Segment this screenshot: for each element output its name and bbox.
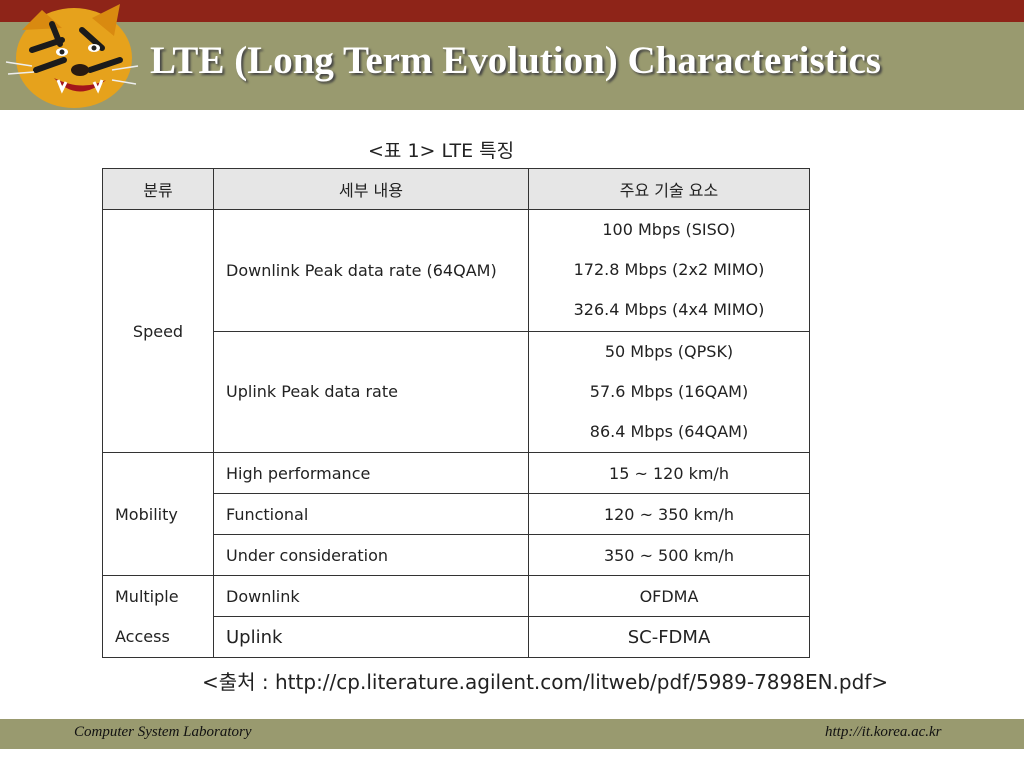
category-line: Multiple: [115, 586, 179, 606]
uplink-rates-cell: 50 Mbps (QPSK) 57.6 Mbps (16QAM) 86.4 Mb…: [528, 330, 810, 453]
table-row: Uplink SC-FDMA: [103, 616, 810, 658]
rate-value: 100 Mbps (SISO): [602, 220, 736, 240]
table-row: Multiple Access Downlink OFDMA: [102, 575, 810, 658]
detail-cell: Downlink: [213, 575, 529, 617]
category-speed: Speed: [102, 209, 214, 453]
footer-url: http://it.korea.ac.kr: [825, 724, 942, 740]
title-band: [0, 22, 1024, 110]
detail-cell: Under consideration: [213, 534, 529, 576]
category-line: Access: [115, 626, 170, 646]
rate-value: 172.8 Mbps (2x2 MIMO): [573, 260, 765, 280]
tiger-logo-icon: [5, 4, 139, 108]
footer-band: [0, 719, 1024, 749]
header-technology: 주요 기술 요소: [528, 168, 810, 210]
rate-value: 57.6 Mbps (16QAM): [589, 381, 749, 401]
table-row: Mobility High performance 15 ~ 120 km/h: [102, 452, 810, 576]
rate-value: 50 Mbps (QPSK): [604, 341, 734, 361]
downlink-rates-cell: 100 Mbps (SISO) 172.8 Mbps (2x2 MIMO) 32…: [528, 209, 810, 332]
value-cell: 350 ~ 500 km/h: [528, 534, 810, 576]
rate-value: 86.4 Mbps (64QAM): [589, 421, 749, 441]
value-cell: 15 ~ 120 km/h: [528, 452, 810, 494]
category-multiple-access: Multiple Access: [102, 575, 214, 658]
category-mobility: Mobility: [102, 452, 214, 576]
slide-title: LTE (Long Term Evolution) Characteristic…: [150, 39, 881, 82]
top-red-band: [0, 0, 1024, 22]
table-caption: <표 1> LTE 특징: [368, 140, 515, 162]
table-header-row: 분류 세부 내용 주요 기술 요소: [102, 168, 810, 210]
source-citation: <출처 : http://cp.literature.agilent.com/l…: [202, 670, 889, 694]
detail-uplink-peak: Uplink Peak data rate: [213, 330, 529, 453]
detail-downlink-peak: Downlink Peak data rate (64QAM): [213, 209, 529, 332]
header-detail: 세부 내용: [213, 168, 529, 210]
detail-cell: Uplink: [213, 616, 529, 658]
table-row: Speed Downlink Peak data rate (64QAM) 10…: [102, 209, 810, 453]
value-cell: 120 ~ 350 km/h: [528, 493, 810, 535]
detail-cell: Functional: [213, 493, 529, 535]
header-category: 분류: [102, 168, 214, 210]
footer-lab-name: Computer System Laboratory: [74, 724, 252, 740]
table-row: Uplink Peak data rate 50 Mbps (QPSK) 57.…: [103, 330, 810, 453]
detail-cell: High performance: [213, 452, 529, 494]
lte-characteristics-table: 분류 세부 내용 주요 기술 요소 Speed Downlink Peak da…: [102, 168, 810, 658]
value-cell: SC-FDMA: [528, 616, 810, 658]
table-row: Under consideration 350 ~ 500 km/h: [103, 534, 810, 576]
rate-value: 326.4 Mbps (4x4 MIMO): [573, 300, 765, 320]
value-cell: OFDMA: [528, 575, 810, 617]
